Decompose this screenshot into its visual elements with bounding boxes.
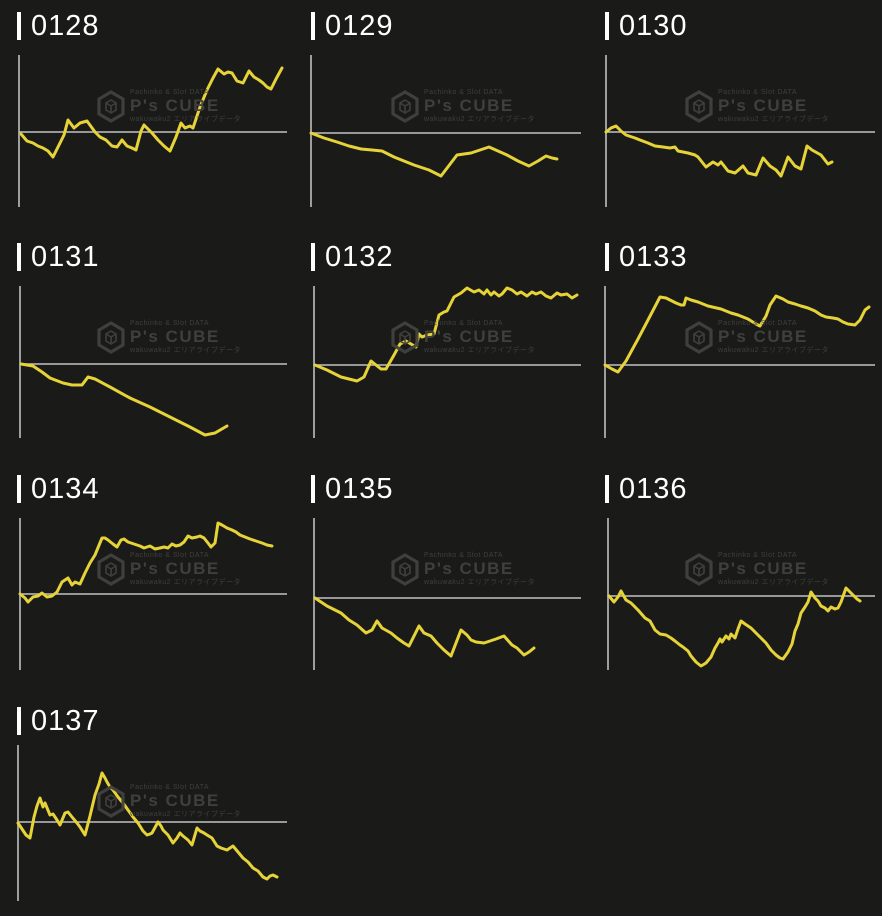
title-accent-bar (17, 475, 21, 503)
spark-chart (18, 55, 287, 207)
chart-tile-0128[interactable]: Pachinko & Slot DATA P's CUBE wakuwaku2 … (0, 0, 294, 221)
data-series-line (18, 521, 274, 604)
title-accent-bar (311, 243, 315, 271)
chart-title: 0136 (605, 473, 688, 505)
chart-title-label: 0128 (31, 10, 100, 42)
data-series-line (16, 771, 279, 881)
chart-title: 0128 (17, 10, 100, 42)
title-accent-bar (311, 475, 315, 503)
chart-tile-0129[interactable]: Pachinko & Slot DATA P's CUBE wakuwaku2 … (294, 0, 588, 221)
chart-tile-0134[interactable]: Pachinko & Slot DATA P's CUBE wakuwaku2 … (0, 463, 294, 684)
chart-title-label: 0132 (325, 241, 394, 273)
chart-title: 0129 (311, 10, 394, 42)
chart-title-label: 0131 (31, 241, 100, 273)
spark-chart (607, 518, 875, 670)
data-series-line (19, 66, 284, 159)
chart-title: 0131 (17, 241, 100, 273)
data-series-line (604, 124, 834, 178)
spark-chart (603, 286, 875, 438)
chart-tile-0133[interactable]: Pachinko & Slot DATA P's CUBE wakuwaku2 … (588, 231, 882, 452)
chart-tile-0131[interactable]: Pachinko & Slot DATA P's CUBE wakuwaku2 … (0, 231, 294, 452)
spark-chart (19, 286, 287, 438)
title-accent-bar (605, 12, 609, 40)
data-series-line (19, 362, 229, 437)
title-accent-bar (605, 475, 609, 503)
chart-title: 0130 (605, 10, 688, 42)
spark-chart (313, 518, 581, 670)
title-accent-bar (311, 12, 315, 40)
title-accent-bar (17, 707, 21, 735)
data-series-line (313, 596, 536, 658)
data-series-line (309, 131, 559, 178)
chart-title: 0133 (605, 241, 688, 273)
data-series-line (313, 286, 579, 383)
chart-tile-0137[interactable]: Pachinko & Slot DATA P's CUBE wakuwaku2 … (0, 695, 294, 916)
chart-tile-0136[interactable]: Pachinko & Slot DATA P's CUBE wakuwaku2 … (588, 463, 882, 684)
chart-title-label: 0135 (325, 473, 394, 505)
spark-chart (18, 518, 287, 670)
chart-title: 0137 (17, 705, 100, 737)
chart-tile-0135[interactable]: Pachinko & Slot DATA P's CUBE wakuwaku2 … (294, 463, 588, 684)
title-accent-bar (605, 243, 609, 271)
chart-title-label: 0134 (31, 473, 100, 505)
data-series-line (603, 294, 871, 374)
title-accent-bar (17, 243, 21, 271)
chart-title-label: 0130 (619, 10, 688, 42)
chart-title-label: 0129 (325, 10, 394, 42)
chart-tile-0130[interactable]: Pachinko & Slot DATA P's CUBE wakuwaku2 … (588, 0, 882, 221)
spark-chart (604, 55, 875, 207)
chart-tile-0132[interactable]: Pachinko & Slot DATA P's CUBE wakuwaku2 … (294, 231, 588, 452)
chart-title-label: 0137 (31, 705, 100, 737)
chart-title: 0134 (17, 473, 100, 505)
chart-title: 0135 (311, 473, 394, 505)
chart-title-label: 0136 (619, 473, 688, 505)
spark-chart (16, 745, 287, 901)
spark-chart (309, 55, 581, 207)
data-series-line (607, 586, 862, 668)
spark-chart (313, 286, 581, 438)
title-accent-bar (17, 12, 21, 40)
chart-title-label: 0133 (619, 241, 688, 273)
chart-title: 0132 (311, 241, 394, 273)
